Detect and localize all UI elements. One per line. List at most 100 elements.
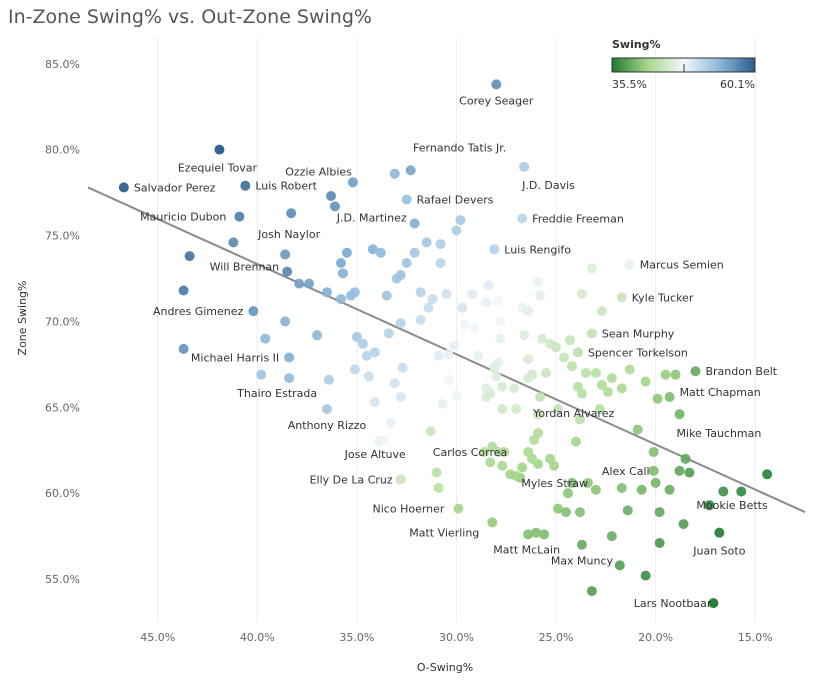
data-point[interactable] bbox=[431, 467, 442, 478]
data-point[interactable] bbox=[652, 393, 663, 404]
data-point[interactable] bbox=[614, 560, 625, 571]
data-point[interactable] bbox=[341, 247, 352, 258]
data-point[interactable] bbox=[329, 201, 340, 212]
data-point[interactable] bbox=[762, 469, 773, 480]
data-point[interactable] bbox=[576, 539, 587, 550]
data-point[interactable] bbox=[234, 211, 245, 222]
data-point[interactable] bbox=[485, 457, 496, 468]
data-point[interactable] bbox=[616, 292, 627, 303]
data-point[interactable] bbox=[624, 259, 635, 270]
data-point[interactable] bbox=[228, 237, 239, 248]
data-point[interactable] bbox=[423, 302, 434, 313]
data-point[interactable] bbox=[349, 287, 360, 298]
data-point[interactable] bbox=[551, 342, 562, 353]
data-point[interactable] bbox=[497, 460, 508, 471]
data-point[interactable] bbox=[553, 404, 564, 415]
data-point[interactable] bbox=[214, 144, 225, 155]
data-point[interactable] bbox=[523, 354, 534, 365]
data-point[interactable] bbox=[576, 288, 587, 299]
data-point[interactable] bbox=[491, 371, 502, 382]
data-point[interactable] bbox=[602, 386, 613, 397]
data-point[interactable] bbox=[586, 263, 597, 274]
data-point[interactable] bbox=[473, 350, 484, 361]
data-point[interactable] bbox=[523, 373, 534, 384]
data-point[interactable] bbox=[323, 374, 334, 385]
data-point[interactable] bbox=[519, 161, 530, 172]
data-point[interactable] bbox=[674, 409, 685, 420]
data-point[interactable] bbox=[640, 570, 651, 581]
data-point[interactable] bbox=[586, 586, 597, 597]
data-point[interactable] bbox=[664, 484, 675, 495]
data-point[interactable] bbox=[312, 330, 323, 341]
data-point[interactable] bbox=[566, 361, 577, 372]
data-point[interactable] bbox=[379, 434, 390, 445]
data-point[interactable] bbox=[586, 328, 597, 339]
data-point[interactable] bbox=[451, 225, 462, 236]
data-point[interactable] bbox=[284, 352, 295, 363]
data-point[interactable] bbox=[596, 379, 607, 390]
data-point[interactable] bbox=[383, 328, 394, 339]
data-point[interactable] bbox=[493, 357, 504, 368]
data-point[interactable] bbox=[363, 371, 374, 382]
data-point[interactable] bbox=[453, 503, 464, 514]
data-point[interactable] bbox=[435, 239, 446, 250]
data-point[interactable] bbox=[487, 517, 498, 528]
data-point[interactable] bbox=[367, 244, 378, 255]
data-point[interactable] bbox=[497, 404, 508, 415]
data-point[interactable] bbox=[385, 417, 396, 428]
data-point[interactable] bbox=[479, 446, 490, 457]
data-point[interactable] bbox=[636, 484, 647, 495]
data-point[interactable] bbox=[369, 397, 380, 408]
data-point[interactable] bbox=[566, 477, 577, 488]
data-point[interactable] bbox=[590, 484, 601, 495]
data-point[interactable] bbox=[632, 424, 643, 435]
data-point[interactable] bbox=[357, 338, 368, 349]
data-point[interactable] bbox=[286, 208, 297, 219]
data-point[interactable] bbox=[335, 258, 346, 269]
data-point[interactable] bbox=[517, 213, 528, 224]
data-point[interactable] bbox=[491, 79, 502, 90]
data-point[interactable] bbox=[718, 486, 729, 497]
data-point[interactable] bbox=[580, 367, 591, 378]
data-point[interactable] bbox=[483, 280, 494, 291]
data-point[interactable] bbox=[493, 295, 504, 306]
data-point[interactable] bbox=[322, 404, 332, 415]
data-point[interactable] bbox=[449, 340, 460, 351]
data-point[interactable] bbox=[664, 391, 675, 402]
data-point[interactable] bbox=[616, 483, 627, 494]
data-point[interactable] bbox=[248, 306, 259, 317]
data-point[interactable] bbox=[443, 349, 454, 360]
data-point[interactable] bbox=[469, 323, 480, 334]
data-point[interactable] bbox=[389, 378, 400, 389]
data-point[interactable] bbox=[282, 266, 293, 277]
data-point[interactable] bbox=[240, 180, 251, 191]
data-point[interactable] bbox=[481, 297, 492, 308]
data-point[interactable] bbox=[421, 237, 432, 248]
data-point[interactable] bbox=[511, 404, 522, 415]
data-point[interactable] bbox=[654, 507, 665, 518]
data-point[interactable] bbox=[435, 258, 446, 269]
data-point[interactable] bbox=[535, 290, 546, 301]
data-point[interactable] bbox=[684, 467, 695, 478]
data-point[interactable] bbox=[437, 398, 448, 409]
data-point[interactable] bbox=[624, 364, 635, 375]
data-point[interactable] bbox=[425, 426, 436, 437]
data-point[interactable] bbox=[369, 347, 380, 358]
data-point[interactable] bbox=[660, 369, 671, 380]
data-point[interactable] bbox=[559, 352, 570, 363]
data-point[interactable] bbox=[517, 462, 528, 473]
data-point[interactable] bbox=[576, 388, 587, 399]
data-point[interactable] bbox=[415, 287, 426, 298]
data-point[interactable] bbox=[606, 531, 617, 542]
data-point[interactable] bbox=[409, 218, 420, 229]
data-point[interactable] bbox=[670, 369, 681, 380]
data-point[interactable] bbox=[395, 474, 406, 485]
data-point[interactable] bbox=[564, 335, 575, 346]
data-point[interactable] bbox=[256, 369, 267, 380]
data-point[interactable] bbox=[381, 290, 392, 301]
data-point[interactable] bbox=[405, 165, 416, 176]
data-point[interactable] bbox=[361, 350, 372, 361]
data-point[interactable] bbox=[294, 278, 305, 289]
data-point[interactable] bbox=[648, 446, 659, 457]
data-point[interactable] bbox=[541, 367, 552, 378]
